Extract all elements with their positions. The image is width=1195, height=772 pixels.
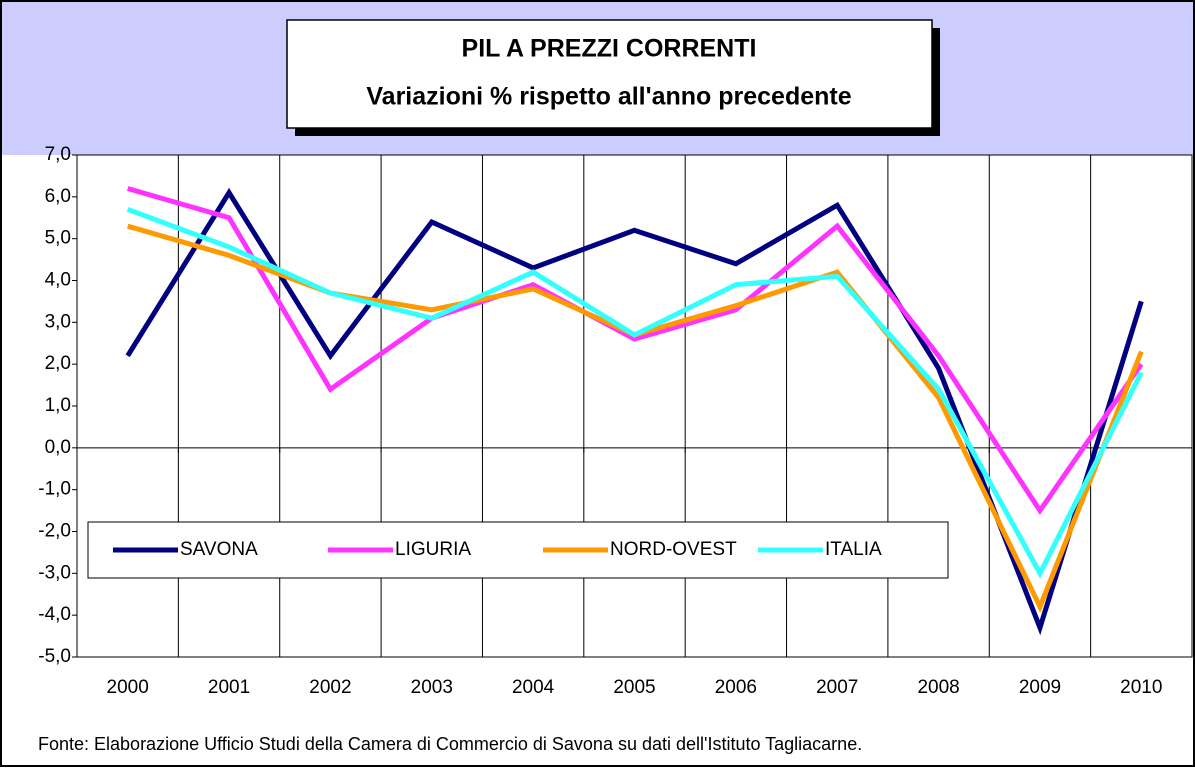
x-tick-label: 2007 xyxy=(816,677,858,698)
x-tick-label: 2010 xyxy=(1120,677,1162,698)
legend-label: NORD-OVEST xyxy=(610,539,737,560)
x-tick-label: 2003 xyxy=(411,677,453,698)
source-note: Fonte: Elaborazione Ufficio Studi della … xyxy=(38,734,862,754)
y-tick-label: 5,0 xyxy=(45,228,71,249)
y-tick-label: 2,0 xyxy=(45,353,71,374)
y-tick-label: 1,0 xyxy=(45,395,71,416)
title-box xyxy=(286,19,933,129)
x-tick-label: 2008 xyxy=(917,677,959,698)
chart-subtitle: Variazioni % rispetto all'anno precedent… xyxy=(366,83,851,111)
y-tick-label: -5,0 xyxy=(38,646,71,667)
legend-label: LIGURIA xyxy=(395,539,471,560)
x-tick-label: 2009 xyxy=(1019,677,1061,698)
x-tick-label: 2006 xyxy=(715,677,757,698)
legend-label: SAVONA xyxy=(180,539,258,560)
y-tick-label: 7,0 xyxy=(45,144,71,165)
y-tick-label: 3,0 xyxy=(45,311,71,332)
chart-title: PIL A PREZZI CORRENTI xyxy=(462,35,757,63)
y-tick-label: 4,0 xyxy=(45,270,71,291)
series-line xyxy=(126,207,1144,579)
y-tick-label: 6,0 xyxy=(45,186,71,207)
y-tick-label: 0,0 xyxy=(45,437,71,458)
x-tick-label: 2000 xyxy=(107,677,149,698)
x-tick-label: 2005 xyxy=(613,677,655,698)
x-tick-label: 2001 xyxy=(208,677,250,698)
x-tick-label: 2002 xyxy=(309,677,351,698)
x-tick-label: 2004 xyxy=(512,677,555,698)
legend-label: ITALIA xyxy=(825,539,882,560)
y-tick-label: -2,0 xyxy=(38,521,71,542)
y-tick-label: -4,0 xyxy=(38,604,71,625)
y-tick-label: -3,0 xyxy=(38,562,71,583)
y-tick-label: -1,0 xyxy=(38,479,71,500)
series-line xyxy=(126,186,1144,516)
